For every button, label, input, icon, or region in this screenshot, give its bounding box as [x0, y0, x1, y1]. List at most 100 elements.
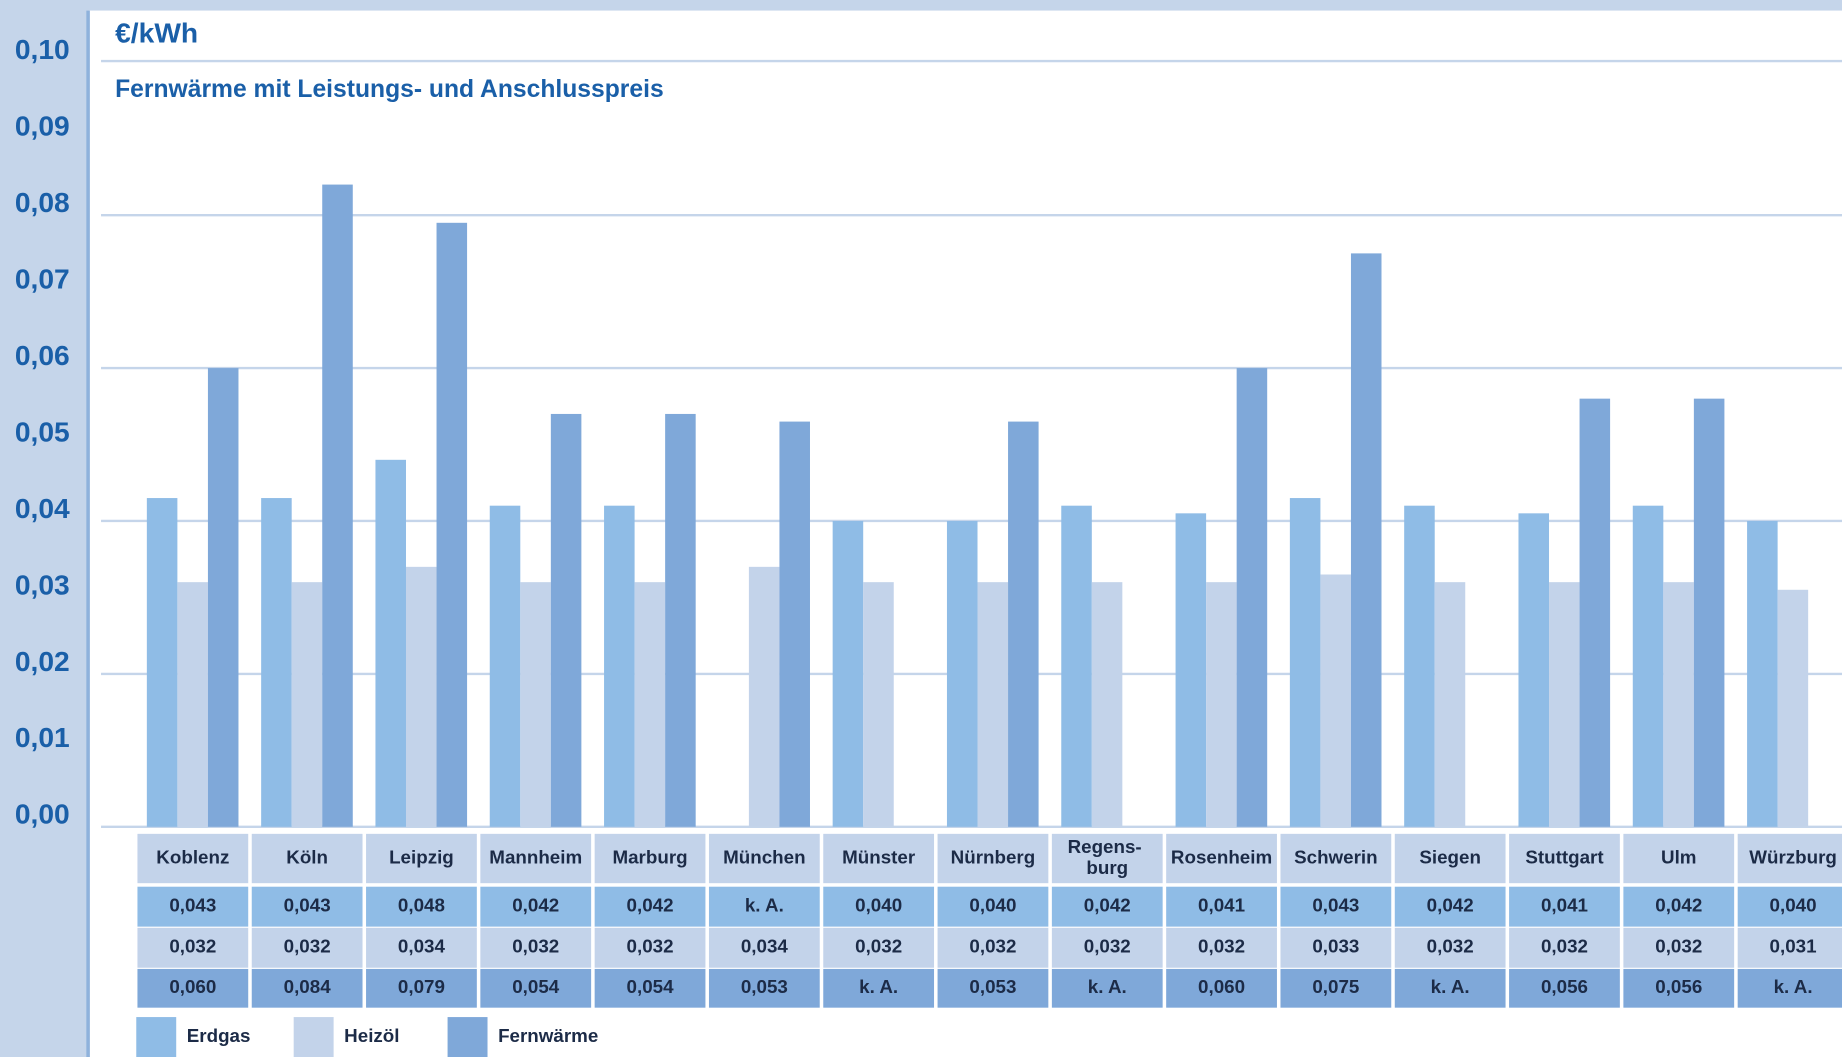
table-cell — [1051, 886, 1163, 927]
table-cell — [1051, 927, 1163, 968]
table-cell — [823, 886, 935, 927]
table-cell — [1394, 886, 1506, 927]
table-cell — [594, 927, 706, 968]
value-label: 0,032 — [1084, 936, 1131, 957]
bar — [375, 459, 406, 827]
value-label: 0,048 — [398, 895, 445, 916]
table-cell — [480, 968, 592, 1008]
table-cell — [937, 968, 1049, 1008]
table-cell — [1509, 968, 1620, 1008]
table-cell — [1166, 886, 1277, 927]
y-tick-label: 0,09 — [15, 110, 70, 142]
table-cell — [137, 833, 249, 884]
table-cell — [594, 833, 706, 884]
y-tick-label: 0,02 — [15, 645, 70, 677]
value-label: 0,033 — [1312, 936, 1359, 957]
value-label: 0,042 — [1427, 895, 1474, 916]
y-tick-label: 0,05 — [15, 415, 70, 447]
bar — [1663, 582, 1694, 827]
table-cell — [1623, 833, 1735, 884]
value-label: 0,031 — [1770, 936, 1817, 957]
bar — [146, 498, 178, 827]
table-cell — [1623, 968, 1735, 1008]
table-cell — [366, 833, 477, 884]
value-label: 0,032 — [1198, 936, 1245, 957]
bar — [1549, 582, 1580, 827]
value-label: 0,032 — [855, 936, 902, 957]
table-cell — [708, 886, 820, 927]
y-tick-label: 0,01 — [15, 721, 70, 753]
table-cell — [1051, 833, 1163, 884]
table-cell — [137, 927, 249, 968]
table-cell — [708, 927, 820, 968]
table-cell — [1394, 968, 1506, 1008]
value-label: 0,041 — [1198, 895, 1245, 916]
y-tick-label: 0,06 — [15, 339, 70, 371]
table-cell — [1280, 968, 1392, 1008]
value-label: 0,053 — [969, 976, 1016, 997]
value-label: 0,042 — [627, 895, 674, 916]
value-label: 0,034 — [398, 936, 446, 957]
value-label: 0,032 — [512, 936, 559, 957]
bar — [779, 421, 810, 827]
table-cell — [137, 886, 249, 927]
table-cell — [1051, 968, 1163, 1008]
bar — [1206, 582, 1237, 827]
bar — [1777, 589, 1809, 827]
category-label: Koblenz — [156, 846, 229, 867]
category-label: Münster — [842, 846, 916, 867]
bar — [1091, 582, 1123, 827]
table-cell — [708, 833, 820, 884]
bar — [322, 184, 353, 827]
value-label: 0,040 — [969, 895, 1016, 916]
table-cell — [937, 927, 1049, 968]
category-label: Siegen — [1419, 846, 1481, 867]
value-label: k. A. — [1774, 976, 1813, 997]
bar — [1320, 574, 1351, 827]
category-label: Ulm — [1661, 846, 1696, 867]
value-label: 0,034 — [741, 936, 789, 957]
category-label: Leipzig — [389, 846, 454, 867]
table-cell — [823, 968, 935, 1008]
value-label: 0,032 — [1655, 936, 1702, 957]
table-cell — [1623, 886, 1735, 927]
value-label: k. A. — [1431, 976, 1470, 997]
value-label: 0,040 — [855, 895, 902, 916]
table-cell — [937, 833, 1049, 884]
table-cell — [1737, 927, 1842, 968]
bar — [665, 413, 696, 827]
value-label: 0,042 — [1084, 895, 1131, 916]
unit-label: €/kWh — [115, 17, 198, 49]
table-cell — [1166, 833, 1277, 884]
bar — [977, 582, 1009, 827]
table-cell — [480, 927, 592, 968]
table-cell — [1280, 833, 1392, 884]
table-cell — [366, 927, 477, 968]
value-label: 0,032 — [169, 936, 216, 957]
bar — [1579, 398, 1611, 827]
table-cell — [1166, 927, 1277, 968]
bar — [604, 505, 635, 827]
value-label: 0,054 — [512, 976, 560, 997]
value-label: 0,042 — [512, 895, 559, 916]
category-label: Rosenheim — [1171, 846, 1272, 867]
legend-swatch — [136, 1017, 177, 1057]
category-label: Köln — [286, 846, 328, 867]
table-cell — [1737, 968, 1842, 1008]
table-cell — [1623, 927, 1735, 968]
value-label: 0,053 — [741, 976, 788, 997]
legend-label: Heizöl — [344, 1025, 399, 1046]
y-tick-label: 0,10 — [15, 33, 70, 65]
chart-title: Fernwärme mit Leistungs- und Anschlusspr… — [115, 76, 664, 103]
value-label: 0,032 — [1541, 936, 1588, 957]
value-label: 0,056 — [1541, 976, 1588, 997]
value-label: 0,043 — [1312, 895, 1359, 916]
bar — [1061, 505, 1092, 827]
bar — [436, 222, 468, 827]
bar — [177, 582, 208, 827]
bar — [550, 413, 582, 827]
y-tick-label: 0,00 — [15, 798, 70, 830]
table-cell — [366, 968, 477, 1008]
value-label: 0,060 — [1198, 976, 1245, 997]
category-label: Marburg — [612, 846, 687, 867]
